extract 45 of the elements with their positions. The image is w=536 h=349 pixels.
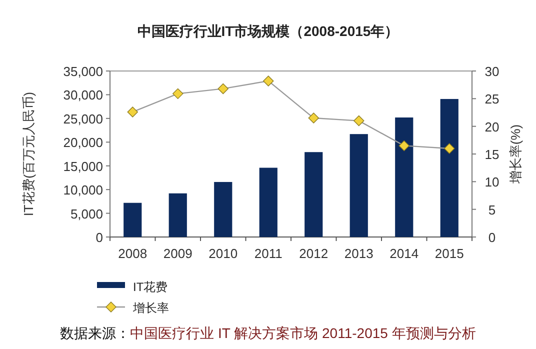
x-tick-label: 2011 (254, 246, 282, 261)
y2-tick-label: 10 (484, 174, 500, 190)
x-tick-label: 2010 (208, 246, 238, 261)
bar (395, 117, 414, 237)
point (263, 76, 274, 86)
bar (214, 182, 232, 237)
y-tick-label: 15,000 (63, 158, 103, 174)
y2-tick-label: 20 (484, 119, 500, 134)
point (398, 140, 410, 152)
y-tick-label: 25,000 (63, 111, 103, 126)
y-tick-label: 0 (96, 230, 103, 245)
point (354, 115, 364, 126)
x-tick-label: 2015 (434, 246, 464, 261)
y-tick-label: 20,000 (63, 135, 103, 150)
x-tick-label: 2014 (390, 246, 419, 261)
y-tick-label: 30,000 (63, 88, 103, 103)
y2-tick-label: 0 (488, 230, 496, 245)
y2-tick-label: 30 (484, 64, 500, 79)
bar (440, 98, 458, 237)
legend-label: 增长率 (132, 301, 169, 315)
y2-axis-title: 增长率(%) (508, 124, 523, 185)
bar (168, 193, 187, 237)
point (308, 112, 319, 124)
x-tick-label: 2013 (344, 246, 374, 261)
bar (304, 152, 323, 237)
x-tick-label: 2008 (118, 246, 148, 261)
x-tick-label: 2009 (163, 246, 192, 261)
y-tick-label: 5,000 (70, 206, 103, 222)
y-tick-label: 10,000 (63, 182, 103, 198)
x-tick-label: 2012 (299, 246, 328, 261)
y2-tick-label: 5 (488, 202, 496, 218)
point (172, 88, 184, 100)
point (218, 83, 228, 94)
y2-tick-label: 15 (484, 147, 500, 162)
bar (259, 168, 278, 237)
bar (350, 134, 368, 237)
bar (124, 202, 142, 237)
y-axis-title: IT花费(百万元人民币) (21, 92, 36, 216)
y2-tick-label: 25 (484, 92, 500, 107)
point (444, 143, 455, 154)
point (127, 106, 138, 118)
chart-title: 中国医疗行业IT市场规模（2008-2015年） (137, 23, 399, 39)
y-tick-label: 35,000 (63, 64, 103, 79)
legend-label: IT花费 (133, 280, 168, 294)
source-note: 数据来源：中国医疗行业 IT 解决方案市场 2011-2015 年预测与分析 (60, 325, 476, 341)
